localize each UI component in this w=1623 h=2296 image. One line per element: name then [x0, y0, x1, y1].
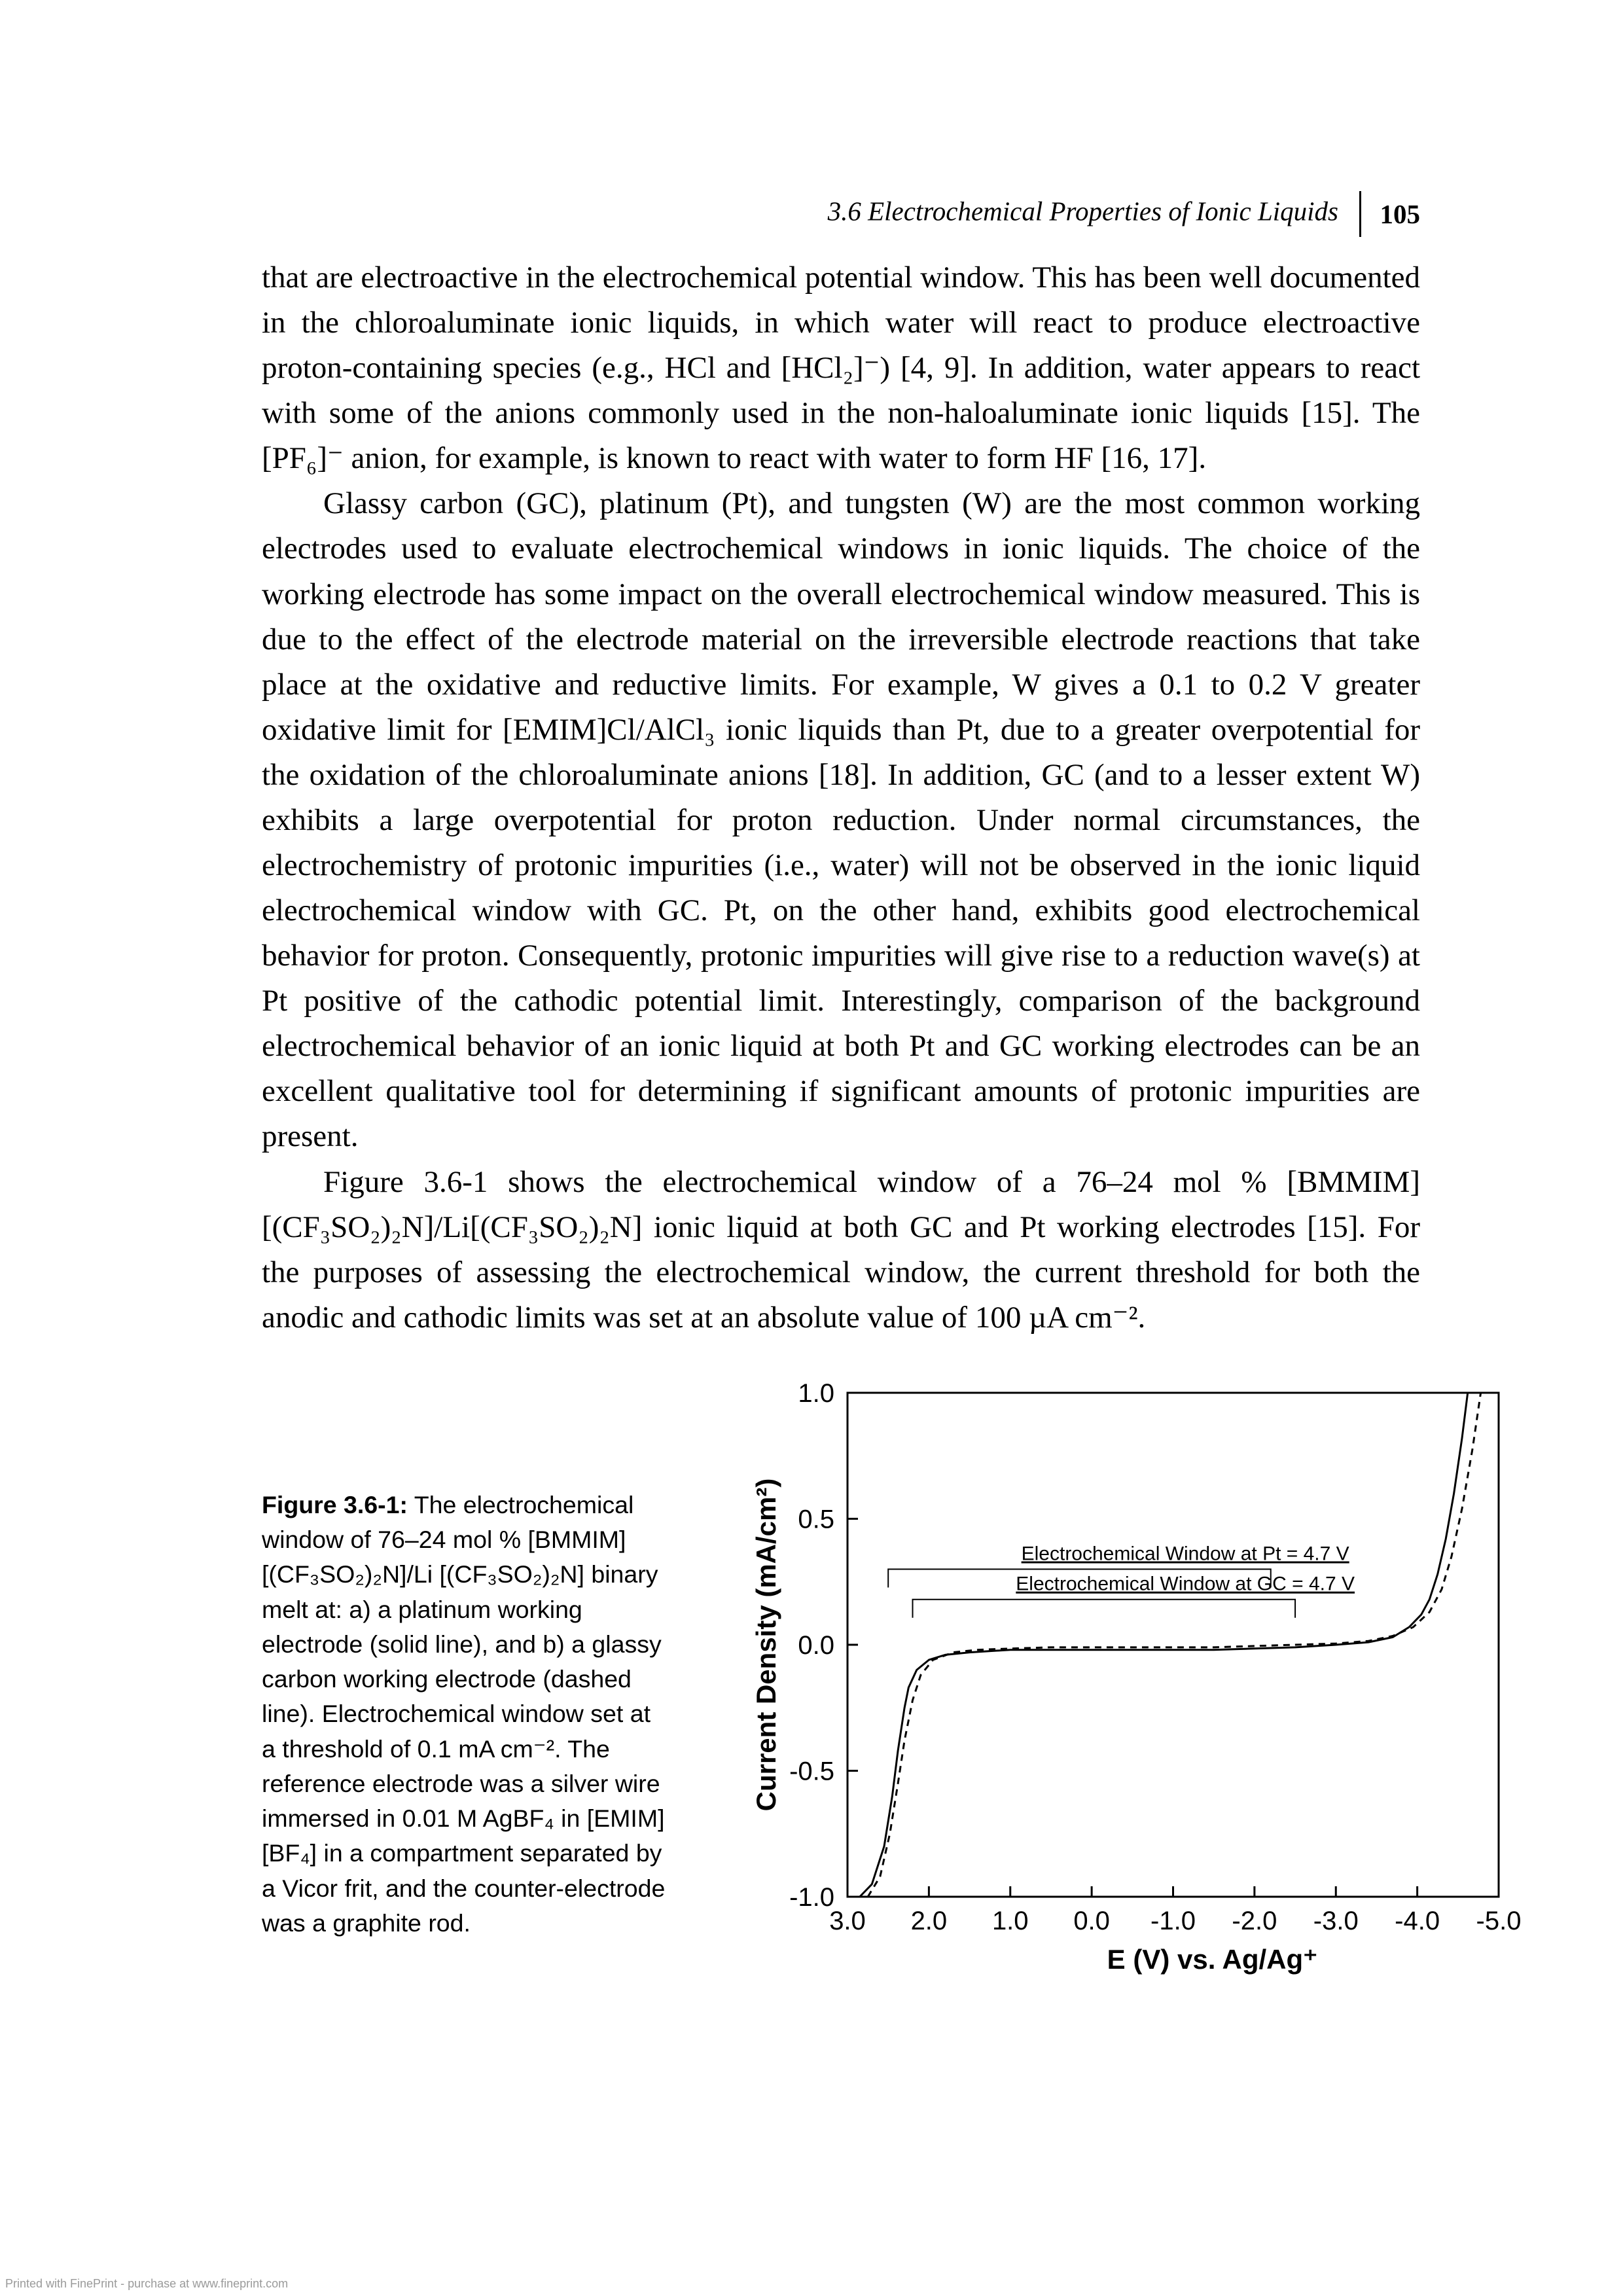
- svg-text:Electrochemical Window at Pt =: Electrochemical Window at Pt = 4.7 V: [1022, 1543, 1349, 1564]
- svg-text:0.0: 0.0: [1073, 1907, 1110, 1935]
- paragraph-3: Figure 3.6-1 shows the electrochemical w…: [262, 1160, 1420, 1340]
- svg-text:-5.0: -5.0: [1476, 1907, 1522, 1935]
- svg-text:-2.0: -2.0: [1232, 1907, 1277, 1935]
- footer-watermark: Printed with FinePrint - purchase at www…: [5, 2277, 288, 2291]
- svg-text:-0.5: -0.5: [789, 1757, 834, 1785]
- header-divider: [1359, 191, 1361, 237]
- page-number: 105: [1380, 199, 1421, 229]
- svg-text:2.0: 2.0: [911, 1907, 948, 1935]
- svg-text:-4.0: -4.0: [1395, 1907, 1440, 1935]
- svg-text:-1.0: -1.0: [789, 1883, 834, 1912]
- svg-text:3.0: 3.0: [829, 1907, 866, 1935]
- running-header: 3.6 Electrochemical Properties of Ionic …: [828, 191, 1420, 237]
- electrochemical-window-chart: -1.0 -0.5 0.0 0.5 1.0 3.0 2.0 1.0 0.0 -1.0 -2.0 -3.…: [746, 1373, 1512, 1975]
- svg-text:1.0: 1.0: [798, 1379, 834, 1408]
- paragraph-2: Glassy carbon (GC), platinum (Pt), and t…: [262, 481, 1420, 1159]
- svg-text:Current Density (mA/cm²): Current Density (mA/cm²): [751, 1479, 781, 1812]
- svg-text:0.0: 0.0: [798, 1631, 834, 1660]
- body-text: that are electroactive in the electroche…: [262, 255, 1420, 1340]
- figure-caption-lead: Figure 3.6-1:: [262, 1491, 408, 1518]
- svg-text:Electrochemical Window at GC =: Electrochemical Window at GC = 4.7 V: [1016, 1573, 1355, 1595]
- svg-text:-1.0: -1.0: [1150, 1907, 1196, 1935]
- svg-text:0.5: 0.5: [798, 1505, 834, 1534]
- svg-text:E (V) vs. Ag/Ag⁺: E (V) vs. Ag/Ag⁺: [1107, 1944, 1318, 1975]
- section-title: 3.6 Electrochemical Properties of Ionic …: [828, 196, 1338, 226]
- paragraph-1: that are electroactive in the electroche…: [262, 255, 1420, 481]
- figure-block: Figure 3.6-1: The electrochemical window…: [262, 1373, 1420, 1975]
- chart-svg: -1.0 -0.5 0.0 0.5 1.0 3.0 2.0 1.0 0.0 -1.0 -2.0 -3.…: [746, 1373, 1512, 1975]
- figure-caption-body: The electrochemical window of 76–24 mol …: [262, 1491, 665, 1937]
- figure-caption: Figure 3.6-1: The electrochemical window…: [262, 1488, 668, 1941]
- svg-text:1.0: 1.0: [992, 1907, 1029, 1935]
- svg-text:-3.0: -3.0: [1313, 1907, 1359, 1935]
